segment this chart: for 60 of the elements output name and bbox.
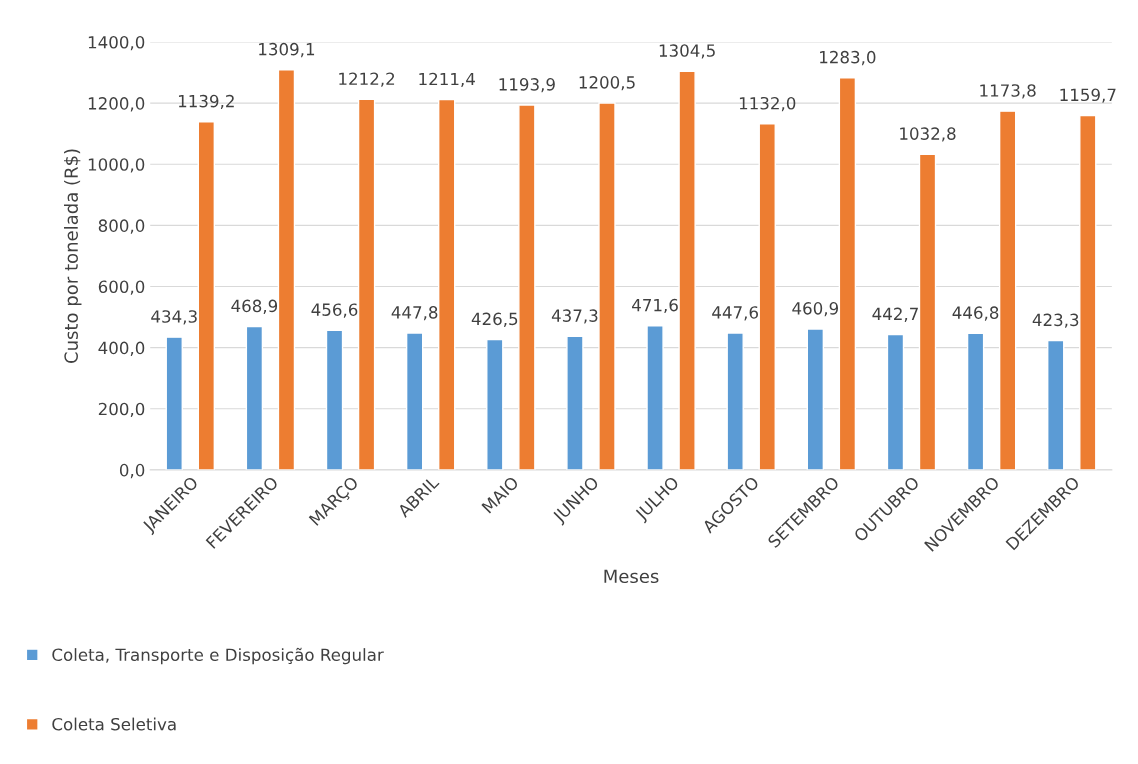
- y-axis-title: Custo por tonelada (R$): [64, 149, 82, 363]
- legend-label: Coleta Seletiva: [52, 717, 176, 731]
- data-label: 460,9: [792, 302, 839, 317]
- data-label: 1159,7: [1060, 88, 1116, 103]
- bar: [1047, 339, 1065, 470]
- data-label: 456,6: [311, 303, 358, 318]
- bar: [197, 121, 216, 470]
- y-tick-label: 0,0: [119, 463, 145, 479]
- bar: [438, 98, 456, 470]
- bar: [245, 325, 264, 470]
- bar: [1079, 114, 1097, 470]
- data-label: 1200,5: [579, 76, 635, 91]
- y-tick-label: 600,0: [98, 280, 145, 295]
- x-axis-title: Meses: [604, 569, 659, 584]
- data-label: 442,7: [872, 307, 918, 322]
- bar: [518, 104, 536, 470]
- bar: [806, 328, 825, 470]
- data-label: 447,6: [712, 306, 758, 321]
- bar: [886, 333, 905, 470]
- y-tick-label: 1000,0: [88, 158, 145, 173]
- bar: [918, 153, 937, 470]
- data-label: 434,3: [151, 310, 197, 325]
- data-label: 1211,4: [419, 72, 475, 88]
- bar: [646, 325, 664, 470]
- bar: [758, 123, 776, 470]
- bar: [405, 332, 424, 470]
- y-tick-label: 1200,0: [88, 97, 145, 112]
- data-label: 1283,0: [820, 50, 876, 66]
- data-label: 1139,2: [178, 94, 234, 110]
- bar: [838, 77, 857, 470]
- bar: [726, 332, 744, 470]
- data-label: 471,6: [632, 298, 678, 314]
- data-label: 1309,1: [259, 42, 315, 58]
- data-label: 468,9: [231, 299, 278, 314]
- data-label: 446,8: [952, 306, 999, 321]
- bar: [598, 102, 616, 470]
- bar: [165, 336, 183, 470]
- data-label: 1173,8: [980, 84, 1036, 99]
- data-label: 1212,2: [339, 72, 395, 87]
- data-label: 437,3: [551, 309, 598, 324]
- bar: [678, 70, 696, 470]
- data-label: 1032,8: [900, 127, 956, 142]
- y-tick-label: 400,0: [98, 341, 145, 356]
- data-label: 1132,0: [739, 96, 796, 112]
- bar: [966, 332, 985, 470]
- bar: [357, 98, 376, 470]
- bar: [566, 335, 584, 470]
- bar: [325, 329, 344, 470]
- bar: [486, 338, 504, 470]
- y-tick-label: 200,0: [98, 402, 145, 418]
- y-tick-label: 1400,0: [88, 35, 145, 51]
- data-label: 1304,5: [659, 44, 715, 59]
- y-tick-label: 800,0: [98, 219, 145, 234]
- legend-label: Coleta, Transporte e Disposição Regular: [52, 647, 384, 665]
- bar: [998, 110, 1017, 470]
- data-label: 1193,9: [499, 78, 555, 93]
- data-label: 423,3: [1032, 313, 1079, 328]
- bar: [277, 69, 296, 470]
- data-label: 426,5: [471, 312, 518, 327]
- data-label: 447,8: [391, 306, 438, 321]
